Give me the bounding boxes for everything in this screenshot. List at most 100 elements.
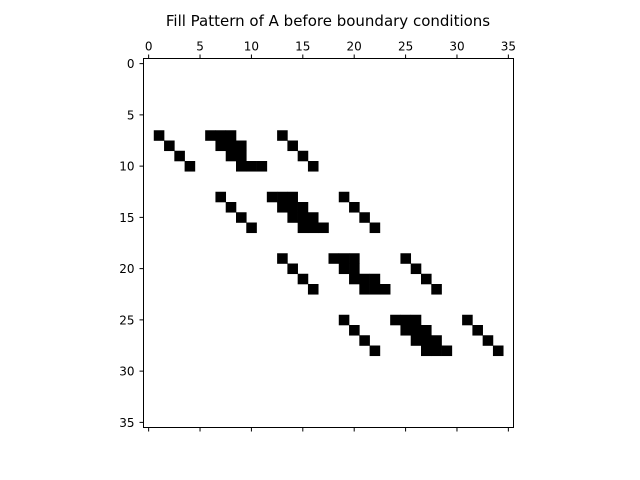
- nonzero-cell: [266, 191, 278, 203]
- nonzero-cell: [359, 212, 370, 223]
- nonzero-cell: [390, 314, 401, 326]
- nonzero-cell: [410, 263, 422, 275]
- nonzero-cell: [421, 273, 432, 285]
- nonzero-cell: [431, 335, 442, 346]
- nonzero-cell: [287, 263, 298, 275]
- nonzero-cell: [236, 212, 247, 223]
- nonzero-cell: [164, 140, 175, 152]
- nonzero-cell: [225, 202, 237, 213]
- nonzero-cell: [359, 335, 370, 346]
- nonzero-cell: [421, 345, 432, 357]
- x-tick-label: 35: [501, 40, 516, 54]
- nonzero-cell: [287, 191, 298, 203]
- nonzero-cell: [215, 191, 227, 203]
- nonzero-cell: [297, 212, 309, 223]
- nonzero-cell: [307, 212, 319, 223]
- nonzero-cell: [287, 140, 298, 152]
- y-axis-ticks: 0 5 10 15 20 25 30 35: [119, 57, 144, 430]
- nonzero-cell: [307, 284, 319, 295]
- nonzero-cell: [482, 335, 494, 346]
- nonzero-cell: [421, 325, 432, 336]
- nonzero-cell: [338, 253, 350, 264]
- plot-frame: [143, 58, 514, 428]
- nonzero-cell: [318, 222, 329, 234]
- nonzero-cell: [246, 161, 257, 172]
- nonzero-cell: [441, 345, 453, 357]
- nonzero-cell: [369, 345, 381, 357]
- nonzero-cell: [205, 130, 216, 141]
- nonzero-cell: [225, 140, 237, 152]
- nonzero-cell: [410, 325, 422, 336]
- x-tick-label: 0: [145, 40, 153, 54]
- nonzero-cell: [379, 284, 391, 295]
- nonzero-cell: [215, 130, 227, 141]
- nonzero-cell: [225, 150, 237, 162]
- nonzero-cell: [287, 202, 298, 213]
- nonzero-cell: [400, 314, 412, 326]
- nonzero-cell: [297, 222, 309, 234]
- x-tick-label: 15: [295, 40, 310, 54]
- nonzero-cell: [307, 222, 319, 234]
- nonzero-cell: [349, 325, 360, 336]
- x-tick-label: 30: [449, 40, 464, 54]
- nonzero-cell: [369, 284, 381, 295]
- nonzero-cell: [236, 161, 247, 172]
- y-tick-label: 0: [127, 57, 135, 71]
- nonzero-cell: [297, 150, 309, 162]
- x-axis-ticks: 0 5 10 15 20 25 30 35: [145, 40, 516, 432]
- x-tick-label: 25: [398, 40, 413, 54]
- nonzero-cell: [236, 140, 247, 152]
- nonzero-cell: [287, 212, 298, 223]
- nonzero-cell: [328, 253, 340, 264]
- nonzero-cell: [338, 191, 350, 203]
- nonzero-cell: [153, 130, 165, 141]
- nonzero-cell: [277, 202, 288, 213]
- y-tick-label: 20: [119, 262, 134, 276]
- nonzero-cell: [277, 191, 288, 203]
- nonzero-cell: [400, 253, 412, 264]
- y-tick-label: 10: [119, 160, 134, 174]
- x-tick-label: 5: [196, 40, 204, 54]
- nonzero-cell: [236, 150, 247, 162]
- nonzero-cell: [369, 273, 381, 285]
- nonzero-cell: [400, 325, 412, 336]
- nonzero-cell: [359, 284, 370, 295]
- nonzero-cell: [277, 253, 288, 264]
- nonzero-cell: [349, 202, 360, 213]
- nonzero-cell: [421, 335, 432, 346]
- nonzero-cell: [492, 345, 504, 357]
- nonzero-cell: [431, 284, 442, 295]
- chart-title: Fill Pattern of A before boundary condit…: [166, 12, 490, 30]
- y-tick-label: 5: [127, 108, 135, 122]
- nonzero-cell: [431, 345, 442, 357]
- nonzero-cell: [215, 140, 227, 152]
- nonzero-cell: [277, 130, 288, 141]
- nonzero-cell: [462, 314, 473, 326]
- nonzero-cell: [410, 314, 422, 326]
- nonzero-cell: [184, 161, 196, 172]
- nonzero-cell: [338, 314, 350, 326]
- y-tick-label: 15: [119, 211, 134, 225]
- nonzero-cell: [174, 150, 185, 162]
- x-tick-label: 10: [244, 40, 259, 54]
- nonzero-cell: [349, 263, 360, 275]
- nonzero-cell: [256, 161, 268, 172]
- y-tick-label: 25: [119, 313, 134, 327]
- nonzero-cell: [297, 202, 309, 213]
- nonzero-cell: [472, 325, 483, 336]
- nonzero-cell: [246, 222, 257, 234]
- nonzero-cell: [349, 253, 360, 264]
- nonzero-cell: [297, 273, 309, 285]
- nonzero-cell: [225, 130, 237, 141]
- nonzero-cell: [369, 222, 381, 234]
- y-tick-label: 35: [119, 416, 134, 430]
- nonzero-cell: [349, 273, 360, 285]
- nonzero-cell: [307, 161, 319, 172]
- nonzero-cells: [153, 130, 504, 357]
- y-tick-label: 30: [119, 365, 134, 379]
- nonzero-cell: [338, 263, 350, 275]
- nonzero-cell: [359, 273, 370, 285]
- x-tick-label: 20: [347, 40, 362, 54]
- nonzero-cell: [410, 335, 422, 346]
